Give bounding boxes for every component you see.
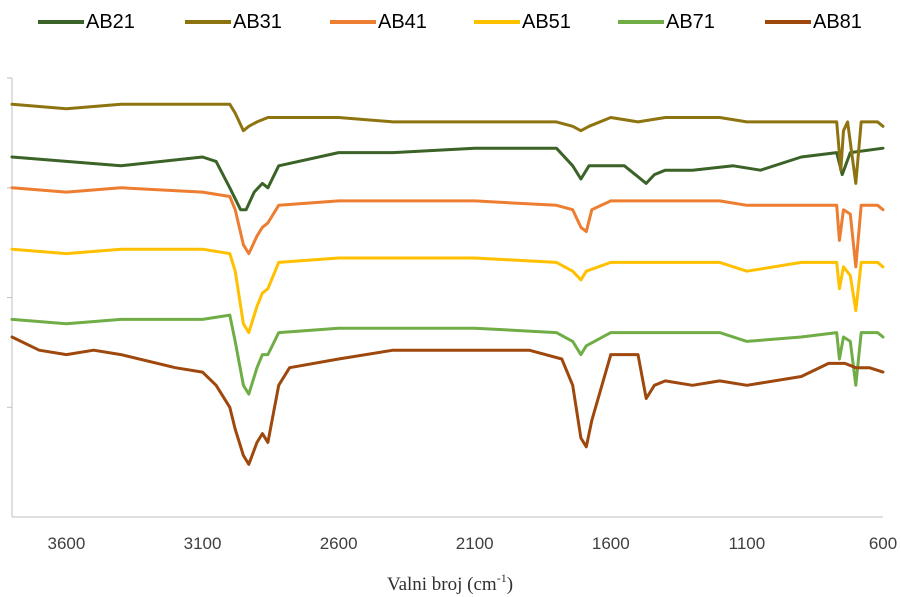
x-axis-title-end: ) xyxy=(507,574,513,595)
legend-item-ab41: AB41 xyxy=(330,8,427,36)
series-line-ab51 xyxy=(10,247,885,335)
legend-item-ab71: AB71 xyxy=(618,8,715,36)
legend-item-ab51: AB51 xyxy=(474,8,571,36)
series-line-ab81 xyxy=(10,335,885,466)
legend-label: AB41 xyxy=(378,10,427,33)
legend-label: AB81 xyxy=(813,10,862,33)
series-lines xyxy=(10,102,885,466)
chart-legend: AB21 AB31 AB41 AB51 AB71 AB81 xyxy=(0,8,901,36)
x-axis-title-superscript: -1 xyxy=(497,571,507,585)
x-tick-label: 1100 xyxy=(729,534,766,553)
legend-label: AB31 xyxy=(233,10,282,33)
legend-label: AB71 xyxy=(666,10,715,33)
series-line-ab31 xyxy=(10,102,885,185)
x-tick-label: 1600 xyxy=(592,534,630,553)
x-tick-label: 3600 xyxy=(48,534,86,553)
series-line-ab71 xyxy=(10,313,885,396)
legend-swatch xyxy=(38,20,84,24)
legend-swatch xyxy=(474,20,520,24)
legend-item-ab21: AB21 xyxy=(38,8,135,36)
legend-label: AB21 xyxy=(86,10,135,33)
legend-swatch xyxy=(765,20,811,24)
series-line-ab21 xyxy=(10,146,885,212)
x-tick-label: 2600 xyxy=(320,534,358,553)
x-tick-label: 600 xyxy=(869,534,897,553)
legend-swatch xyxy=(330,20,376,24)
x-axis-title: Valni broj (cm-1) xyxy=(387,571,513,595)
x-axis-title-text: Valni broj (cm xyxy=(387,574,497,595)
series-line-ab41 xyxy=(10,186,885,269)
x-tick-label: 3100 xyxy=(184,534,222,553)
legend-item-ab81: AB81 xyxy=(765,8,862,36)
x-axis: 3600 3100 2600 2100 1600 1100 600 xyxy=(12,516,897,553)
x-tick-label: 2100 xyxy=(456,534,494,553)
legend-swatch xyxy=(618,20,664,24)
legend-swatch xyxy=(185,20,231,24)
legend-item-ab31: AB31 xyxy=(185,8,282,36)
legend-label: AB51 xyxy=(522,10,571,33)
y-axis xyxy=(7,77,13,517)
